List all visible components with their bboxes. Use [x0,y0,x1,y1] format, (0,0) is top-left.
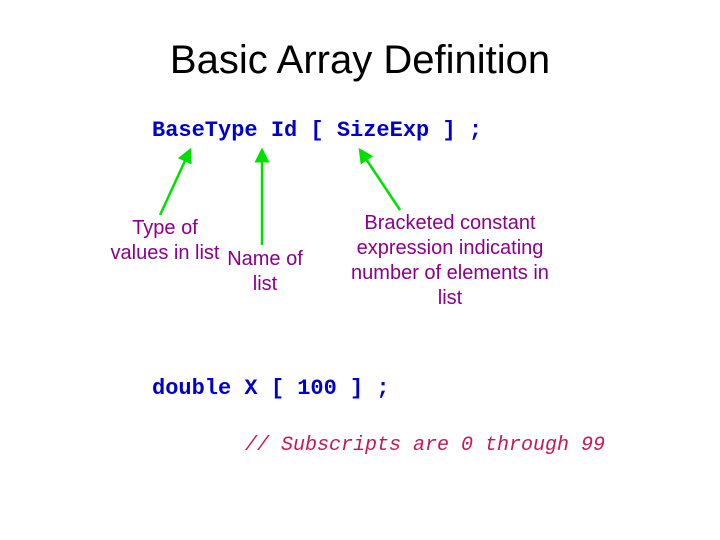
annotation-type-of-values: Type of values in list [110,216,220,266]
annotation-bracketed-expression: Bracketed constant expression indicating… [340,211,560,311]
example-declaration: double X [ 100 ] ; [152,376,390,401]
arrow-to-basetype [160,150,190,215]
syntax-declaration: BaseType Id [ SizeExp ] ; [152,118,482,143]
arrow-to-sizeexp [360,150,400,210]
annotation-name-of-list: Name of list [225,247,305,297]
code-comment: // Subscripts are 0 through 99 [245,434,605,457]
slide-title: Basic Array Definition [0,38,720,83]
